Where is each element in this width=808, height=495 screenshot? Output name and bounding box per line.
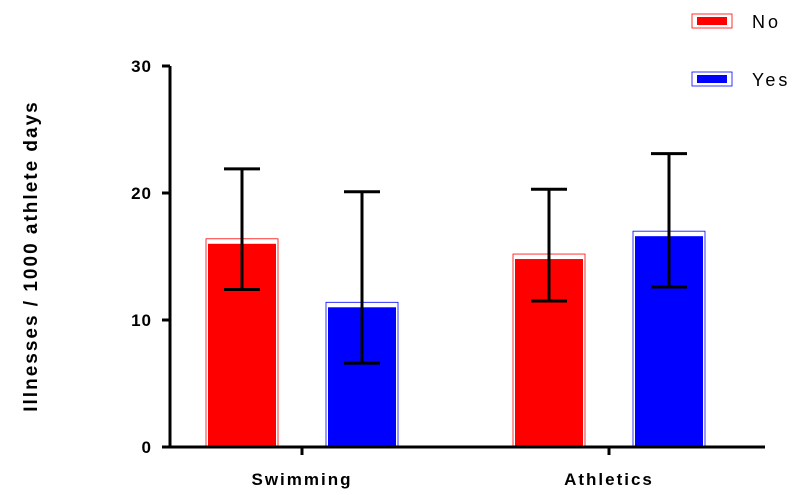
- legend-label-no: No: [752, 12, 781, 32]
- legend: No Yes: [691, 12, 790, 90]
- error-bars: [224, 152, 687, 365]
- bars: [205, 230, 706, 448]
- y-axis: 0 10 20 30: [131, 57, 172, 457]
- y-tick-label: 0: [142, 438, 152, 457]
- legend-swatch-outline: [691, 13, 733, 29]
- legend-swatch-yes: [697, 75, 727, 83]
- x-tick-label: Swimming: [251, 470, 352, 489]
- x-tick-label: Athletics: [564, 470, 654, 489]
- y-axis-label: Illnesses / 1000 athlete days: [21, 100, 42, 412]
- legend-label-yes: Yes: [752, 70, 790, 90]
- x-axis: Swimming Athletics: [170, 445, 765, 489]
- y-tick-label: 10: [131, 311, 152, 330]
- legend-swatch-outline: [691, 71, 733, 87]
- y-tick-label: 30: [131, 57, 152, 76]
- y-tick-label: 20: [131, 184, 152, 203]
- legend-swatch-no: [697, 17, 727, 25]
